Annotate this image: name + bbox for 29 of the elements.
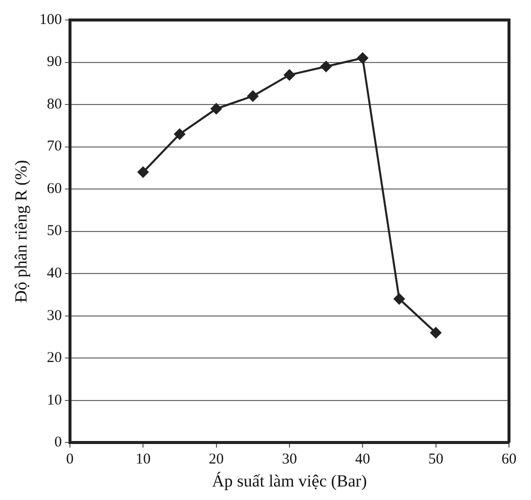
x-tick-label: 0 xyxy=(66,452,74,468)
point xyxy=(247,90,258,102)
x-axis-title: Áp suất làm việc (Bar) xyxy=(212,471,367,490)
y-tick-label: 20 xyxy=(46,350,62,366)
x-tick-label: 10 xyxy=(136,452,151,468)
point xyxy=(430,327,442,338)
x-tick-label: 60 xyxy=(502,452,516,468)
y-tick-label: 90 xyxy=(46,54,62,70)
x-tick-label: 40 xyxy=(355,452,370,468)
y-tick-label: 0 xyxy=(54,434,62,451)
y-axis-title: Độ phân riêng R (%) xyxy=(12,160,31,303)
point xyxy=(394,293,405,304)
point xyxy=(210,103,222,114)
x-tick-label: 30 xyxy=(282,452,297,468)
y-tick-label: 30 xyxy=(46,308,62,324)
point xyxy=(284,69,295,80)
y-tick-label: 50 xyxy=(46,223,62,240)
point xyxy=(138,166,149,178)
y-tick-label: 100 xyxy=(39,12,62,28)
y-tick-label: 10 xyxy=(46,392,62,408)
y-tick-label: 80 xyxy=(46,96,62,112)
y-tick-label: 40 xyxy=(46,265,62,282)
point xyxy=(357,52,368,64)
point xyxy=(174,128,186,140)
x-tick-label: 50 xyxy=(428,452,444,468)
y-tick-label: 60 xyxy=(46,180,62,197)
x-tick-label: 20 xyxy=(208,452,224,468)
y-tick-label: 70 xyxy=(46,138,62,155)
point xyxy=(320,60,332,72)
